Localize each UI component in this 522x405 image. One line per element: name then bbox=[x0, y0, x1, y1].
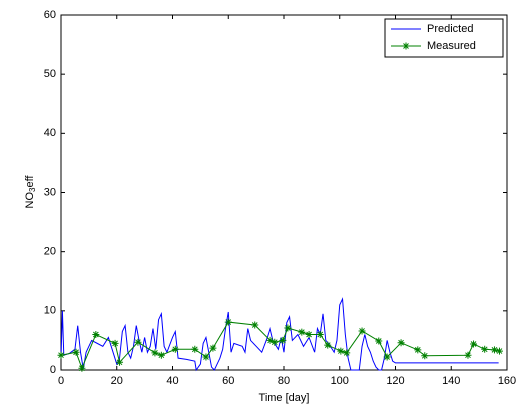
star-marker bbox=[224, 318, 232, 326]
star-marker bbox=[337, 347, 345, 355]
star-marker bbox=[324, 341, 332, 349]
star-marker bbox=[383, 353, 391, 361]
star-marker bbox=[191, 345, 199, 353]
star-marker bbox=[470, 340, 478, 348]
star-marker bbox=[481, 345, 489, 353]
star-marker bbox=[343, 349, 351, 357]
y-tick-label: 30 bbox=[44, 186, 56, 198]
star-marker bbox=[151, 349, 159, 357]
star-marker bbox=[57, 351, 65, 359]
legend-label: Predicted bbox=[427, 23, 473, 35]
x-axis-label: Time [day] bbox=[259, 392, 310, 404]
y-label-base: NO bbox=[24, 192, 36, 209]
x-tick-label: 100 bbox=[331, 375, 349, 387]
star-marker bbox=[414, 346, 422, 354]
star-marker bbox=[266, 336, 274, 344]
star-marker bbox=[92, 331, 100, 338]
y-tick-label: 40 bbox=[44, 127, 56, 139]
star-marker bbox=[72, 348, 80, 356]
star-marker bbox=[271, 338, 279, 346]
star-marker bbox=[402, 42, 410, 50]
star-marker bbox=[202, 353, 210, 361]
star-marker bbox=[495, 347, 503, 355]
star-marker bbox=[375, 337, 383, 345]
star-marker bbox=[298, 328, 306, 336]
star-marker bbox=[111, 339, 119, 347]
x-tick-label: 20 bbox=[111, 375, 123, 387]
star-marker bbox=[421, 352, 429, 360]
y-tick-label: 50 bbox=[44, 68, 56, 80]
x-tick-label: 140 bbox=[442, 375, 460, 387]
star-marker bbox=[78, 364, 86, 372]
y-tick-label: 0 bbox=[50, 364, 56, 376]
star-marker bbox=[157, 351, 165, 359]
star-marker bbox=[209, 344, 217, 352]
star-marker bbox=[397, 339, 405, 347]
plot-area bbox=[60, 14, 508, 371]
star-marker bbox=[316, 331, 324, 338]
x-tick-label: 40 bbox=[166, 375, 178, 387]
y-tick-label: 20 bbox=[44, 246, 56, 258]
x-tick-label: 160 bbox=[498, 375, 516, 387]
star-marker bbox=[279, 336, 287, 344]
legend-box bbox=[384, 18, 504, 58]
y-tick-label: 10 bbox=[44, 305, 56, 317]
y-axis-label: NO3eff bbox=[24, 175, 37, 209]
y-tick-label: 60 bbox=[44, 9, 56, 21]
star-marker bbox=[490, 346, 498, 354]
star-marker bbox=[171, 345, 179, 353]
star-marker bbox=[251, 321, 259, 329]
star-marker bbox=[358, 327, 366, 335]
series-line bbox=[60, 297, 499, 372]
y-label-rest: eff bbox=[24, 175, 36, 188]
star-marker bbox=[305, 331, 313, 338]
legend-label: Measured bbox=[427, 40, 476, 52]
x-tick-label: 120 bbox=[386, 375, 404, 387]
star-marker bbox=[284, 324, 292, 332]
star-marker bbox=[134, 338, 142, 346]
star-marker bbox=[464, 351, 472, 359]
y-label-sub: 3 bbox=[28, 187, 37, 192]
x-tick-label: 0 bbox=[58, 375, 64, 387]
x-tick-label: 80 bbox=[278, 375, 290, 387]
x-tick-label: 60 bbox=[222, 375, 234, 387]
star-marker bbox=[116, 358, 124, 366]
